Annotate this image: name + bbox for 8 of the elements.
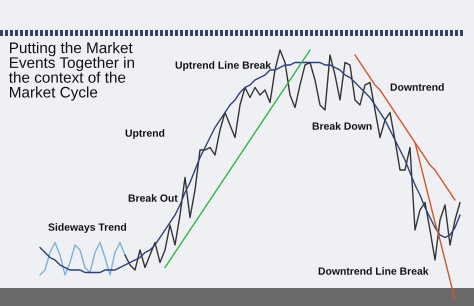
annotation: Downtrend Line Break	[318, 267, 429, 275]
annotation: Break Out	[128, 194, 178, 202]
annotation: Sideways Trend	[48, 223, 126, 233]
annotation: Putting the Market Events Together in the context of the Market Cycle	[8, 42, 134, 101]
annotation: Uptrend Line Break	[176, 61, 272, 71]
annotation: Downtrend	[390, 83, 444, 91]
annotation: Break Down	[312, 122, 372, 130]
annotation: Uptrend	[126, 129, 164, 139]
